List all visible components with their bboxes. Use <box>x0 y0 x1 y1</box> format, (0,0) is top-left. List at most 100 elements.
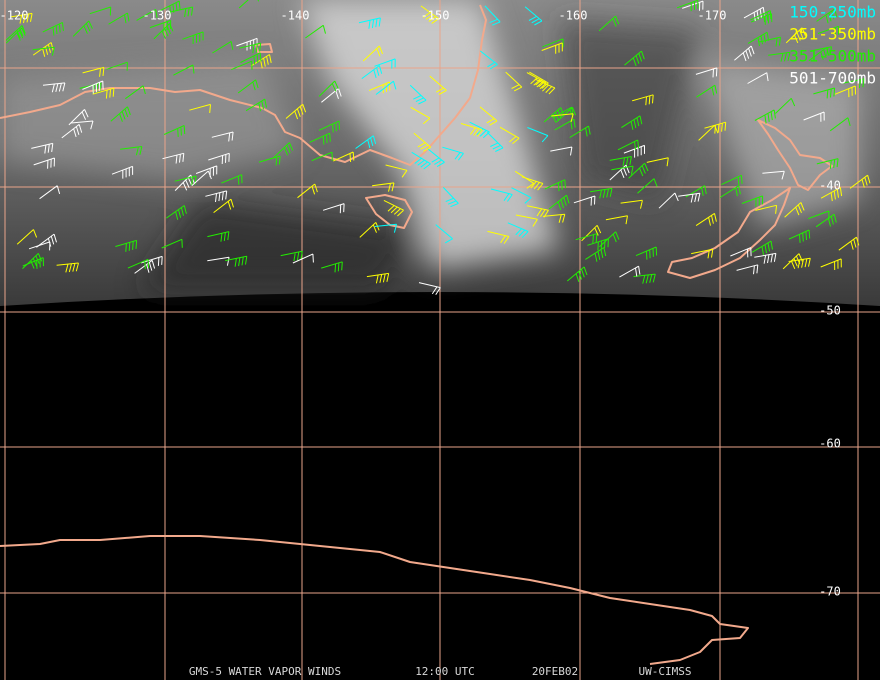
wind-barb <box>816 158 839 169</box>
wind-barb <box>507 222 529 239</box>
wind-barb <box>309 132 331 145</box>
wind-barb <box>225 255 248 267</box>
latitude-label: -60 <box>819 437 841 451</box>
wind-barb <box>427 148 445 168</box>
wind-barb <box>159 0 181 15</box>
new-zealand-north <box>757 119 833 191</box>
wind-barb <box>250 54 272 69</box>
wind-barb <box>72 20 93 37</box>
wind-barb <box>605 215 628 225</box>
wind-barb <box>750 10 772 23</box>
wind-barb <box>646 157 669 167</box>
wind-barb <box>213 198 234 213</box>
wind-barb <box>435 224 453 244</box>
wind-barb <box>762 170 785 180</box>
wind-barb <box>529 71 549 89</box>
footer-text: GMS-5 WATER VAPOR WINDS <box>189 665 341 678</box>
wind-barb <box>741 195 764 207</box>
wind-barb <box>385 164 408 178</box>
wind-barb <box>163 125 186 137</box>
wind-barb <box>758 36 781 47</box>
wind-barb <box>42 21 64 36</box>
wind-barb <box>212 40 234 54</box>
new-zealand-south <box>667 187 791 279</box>
wind-barb <box>755 204 778 214</box>
wind-barb <box>803 111 825 122</box>
wind-barb <box>238 0 260 9</box>
wind-barb <box>695 67 718 78</box>
wind-barb <box>10 12 33 24</box>
wind-barb <box>110 106 131 122</box>
wind-barb <box>527 127 549 143</box>
wind-barb <box>505 71 523 92</box>
wind-barb <box>829 117 851 132</box>
wind-barb <box>551 113 574 123</box>
wind-barb <box>751 240 773 255</box>
wind-barb <box>534 78 556 95</box>
wind-barb <box>581 224 602 242</box>
coastlines <box>0 4 833 665</box>
wind-barb <box>834 85 856 98</box>
wind-barb <box>166 205 187 220</box>
wind-barb <box>297 183 318 199</box>
wind-barb <box>490 188 513 202</box>
wind-barb <box>635 246 658 260</box>
wind-barb <box>469 121 490 139</box>
wind-barb <box>743 6 765 21</box>
wind-barb <box>542 213 566 223</box>
wind-barb <box>621 115 643 130</box>
longitude-label: -160 <box>559 9 588 23</box>
antarctica-coast <box>0 535 749 665</box>
wind-barb <box>195 165 218 177</box>
wind-barb <box>543 107 565 123</box>
wind-barb <box>487 230 510 244</box>
wind-barb <box>730 247 752 258</box>
wind-barb <box>207 231 230 242</box>
wind-barb <box>820 258 842 271</box>
wind-barb <box>162 152 185 164</box>
wind-barb <box>31 142 54 154</box>
wind-barb <box>280 250 303 262</box>
wind-barb <box>321 261 343 273</box>
wind-barb <box>56 262 79 273</box>
wind-barb <box>747 31 770 47</box>
wind-barb <box>544 179 566 192</box>
wind-barb <box>609 164 630 181</box>
wind-barb <box>318 80 339 97</box>
wind-barb <box>633 273 656 284</box>
wind-barb <box>479 50 498 70</box>
wind-barb <box>678 192 701 203</box>
wind-barb <box>89 6 112 16</box>
labels: -120 -130 -140 -150 -160 -170 -40 -50 -60 -70 150-… <box>0 3 876 679</box>
wind-barb <box>815 213 837 228</box>
wind-barb <box>358 17 381 29</box>
wind-barb <box>16 229 38 245</box>
wind-barb <box>817 25 840 36</box>
longitude-label: -170 <box>698 9 727 23</box>
longitude-label: -150 <box>421 9 450 23</box>
wind-barb <box>587 238 609 251</box>
wind-barb <box>258 155 281 166</box>
wind-barb <box>526 205 549 218</box>
wind-barb <box>486 132 504 152</box>
wind-barb <box>775 97 796 114</box>
wind-barb <box>418 282 441 295</box>
wind-barb <box>111 165 134 179</box>
wind-barb <box>369 81 391 94</box>
wind-barb <box>788 229 811 243</box>
wind-barb <box>410 106 431 125</box>
wind-barb <box>637 178 658 194</box>
wind-barb <box>355 135 377 149</box>
wind-barb <box>92 87 115 99</box>
wind-barb <box>42 82 66 93</box>
wind-barb <box>292 253 314 264</box>
wind-barb <box>721 174 743 186</box>
wind-barb <box>191 170 212 186</box>
wind-barb <box>682 0 704 11</box>
wind-barb <box>734 45 755 62</box>
footer-text: 20FEB02 <box>532 665 578 678</box>
wind-barb <box>842 78 865 88</box>
longitude-label: -120 <box>0 9 28 23</box>
wind-barb <box>542 38 564 48</box>
